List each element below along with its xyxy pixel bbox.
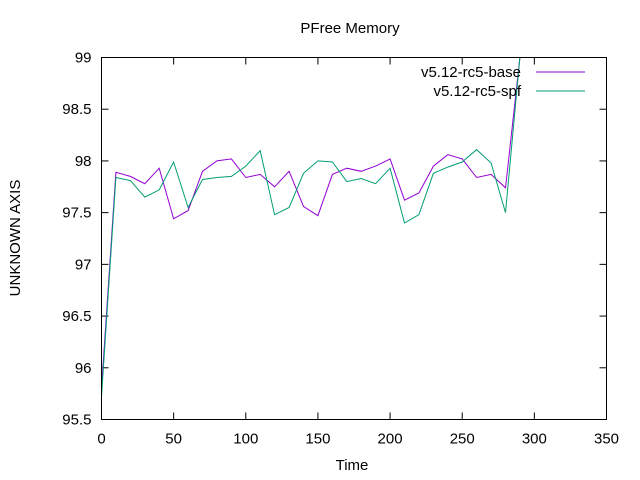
x-tick-label: 250 bbox=[450, 431, 475, 448]
plot-frame bbox=[101, 57, 607, 420]
y-tick-label: 96.5 bbox=[62, 308, 91, 325]
series-line-v5.12-rc5-base bbox=[101, 57, 521, 389]
y-tick-label: 95.5 bbox=[62, 412, 91, 429]
x-tick-label: 0 bbox=[97, 431, 105, 448]
x-tick-label: 50 bbox=[165, 431, 182, 448]
x-axis-label: Time bbox=[336, 457, 369, 474]
x-tick-label: 100 bbox=[233, 431, 258, 448]
y-tick-label: 99 bbox=[75, 50, 92, 67]
y-tick-label: 96 bbox=[75, 360, 92, 377]
legend: v5.12-rc5-base v5.12-rc5-spf bbox=[421, 64, 585, 100]
x-tick-label: 350 bbox=[594, 431, 619, 448]
plot-series bbox=[101, 57, 521, 397]
y-tick-label: 98.5 bbox=[62, 101, 91, 118]
x-tick-label: 300 bbox=[522, 431, 547, 448]
y-tick-label: 97 bbox=[75, 256, 92, 273]
series-line-v5.12-rc5-spf bbox=[101, 57, 521, 397]
x-tick-label: 200 bbox=[378, 431, 403, 448]
y-tick-label: 98 bbox=[75, 153, 92, 170]
y-axis-label: UNKNOWN AXIS bbox=[7, 180, 24, 297]
legend-label: v5.12-rc5-spf bbox=[433, 83, 521, 100]
chart-title: PFree Memory bbox=[300, 20, 400, 37]
axis-ticks: 0 50 100 150 200 250 300 350 95.5 96 96.5 97 97.5 98 9… bbox=[62, 50, 619, 448]
x-tick-label: 150 bbox=[305, 431, 330, 448]
y-tick-label: 97.5 bbox=[62, 205, 91, 222]
legend-label: v5.12-rc5-base bbox=[421, 64, 521, 81]
